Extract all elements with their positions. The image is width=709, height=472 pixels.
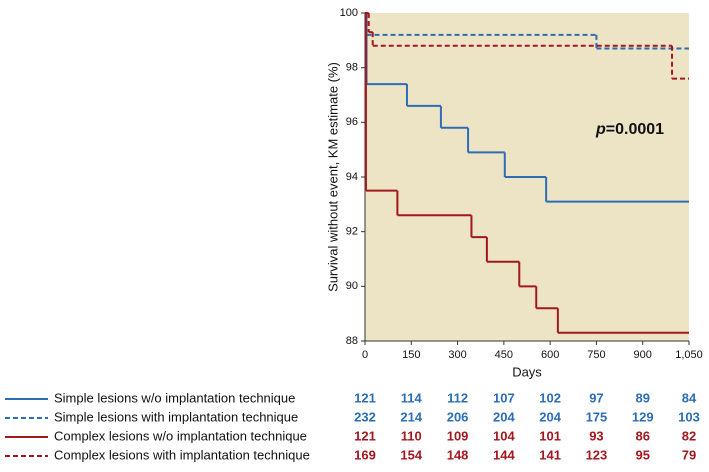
at-risk-count: 79 <box>682 447 696 462</box>
at-risk-count: 121 <box>354 428 376 443</box>
at-risk-count: 123 <box>586 447 608 462</box>
x-tick-label: 450 <box>495 349 513 361</box>
y-tick-label: 100 <box>340 7 358 19</box>
legend-label: Complex lesions with implantation techni… <box>54 447 310 462</box>
y-tick-label: 88 <box>346 335 358 347</box>
at-risk-count: 214 <box>400 409 422 424</box>
at-risk-count: 204 <box>539 409 561 424</box>
at-risk-count: 129 <box>632 409 654 424</box>
at-risk-count: 109 <box>447 428 469 443</box>
at-risk-count: 101 <box>539 428 561 443</box>
at-risk-count: 114 <box>401 390 423 405</box>
at-risk-count: 89 <box>635 390 649 405</box>
x-tick-label: 0 <box>362 349 368 361</box>
at-risk-count: 121 <box>354 390 376 405</box>
at-risk-count: 175 <box>586 409 608 424</box>
x-axis-label: Days <box>512 364 542 379</box>
y-tick-label: 92 <box>346 226 358 238</box>
legend-label: Simple lesions with implantation techniq… <box>54 409 298 424</box>
at-risk-count: 169 <box>354 447 376 462</box>
y-axis-label: Survival without event, KM estimate (%) <box>325 62 340 292</box>
at-risk-count: 206 <box>447 409 469 424</box>
x-tick-label: 900 <box>634 349 652 361</box>
at-risk-count: 102 <box>539 390 561 405</box>
x-tick-label: 1,050 <box>675 349 703 361</box>
at-risk-count: 84 <box>682 390 697 405</box>
at-risk-count: 154 <box>400 447 422 462</box>
at-risk-count: 103 <box>678 409 700 424</box>
at-risk-count: 144 <box>493 447 515 462</box>
at-risk-count: 148 <box>447 447 469 462</box>
at-risk-count: 112 <box>447 390 468 405</box>
at-risk-count: 95 <box>635 447 649 462</box>
y-tick-label: 98 <box>346 62 358 74</box>
at-risk-count: 93 <box>589 428 603 443</box>
legend-label: Complex lesions w/o implantation techniq… <box>54 428 307 443</box>
annotation-symbol: p <box>595 121 606 138</box>
legend-label: Simple lesions w/o implantation techniqu… <box>54 390 295 405</box>
annotation-value: =0.0001 <box>606 121 664 138</box>
y-tick-label: 96 <box>346 116 358 128</box>
x-tick-label: 300 <box>448 349 466 361</box>
at-risk-count: 107 <box>493 390 515 405</box>
x-tick-label: 150 <box>402 349 420 361</box>
at-risk-count: 86 <box>635 428 649 443</box>
annotation: p=0.0001 <box>595 121 664 138</box>
y-tick-label: 90 <box>346 280 358 292</box>
at-risk-count: 232 <box>354 409 376 424</box>
y-tick-label: 94 <box>346 171 358 183</box>
x-tick-label: 600 <box>541 349 559 361</box>
at-risk-count: 110 <box>401 428 422 443</box>
at-risk-count: 104 <box>493 428 515 443</box>
at-risk-count: 204 <box>493 409 515 424</box>
at-risk-count: 141 <box>539 447 561 462</box>
at-risk-count: 97 <box>589 390 603 405</box>
at-risk-count: 82 <box>682 428 696 443</box>
x-tick-label: 750 <box>587 349 605 361</box>
